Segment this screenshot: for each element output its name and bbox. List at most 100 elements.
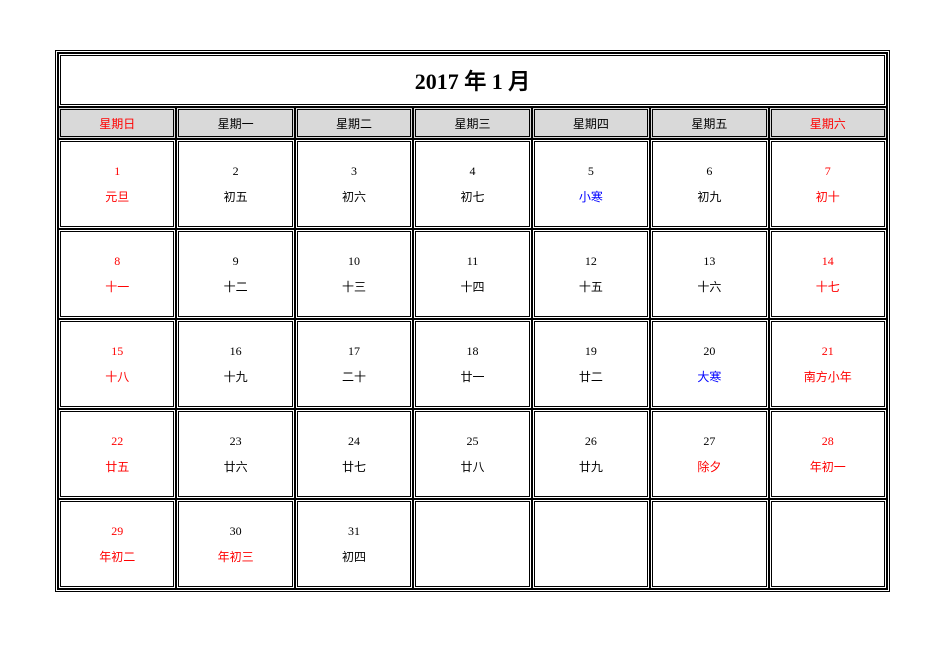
day-cell: 19 廿二	[532, 319, 650, 409]
day-cell: 7 初十	[769, 139, 887, 229]
day-subtext: 廿一	[460, 371, 484, 383]
day-cell: 21 南方小年	[769, 319, 887, 409]
calendar-page: 2017 年 1 月 星期日 星期一 星期二 星期三 星期四 星期五 星期六 1…	[0, 0, 945, 669]
title-row: 2017 年 1 月	[58, 53, 887, 107]
day-cell: 18 廿一	[413, 319, 531, 409]
day-number: 27	[703, 435, 715, 447]
day-subtext: 十九	[224, 371, 248, 383]
day-number: 19	[585, 345, 597, 357]
day-cell: 4 初七	[413, 139, 531, 229]
day-subtext: 廿七	[342, 461, 366, 473]
day-number: 2	[233, 165, 239, 177]
day-subtext: 十四	[460, 281, 484, 293]
day-number: 7	[825, 165, 831, 177]
day-number: 4	[469, 165, 475, 177]
day-cell: 22 廿五	[58, 409, 176, 499]
day-subtext: 年初二	[99, 551, 135, 563]
day-number: 17	[348, 345, 360, 357]
day-cell: 1 元旦	[58, 139, 176, 229]
day-number: 8	[114, 255, 120, 267]
day-cell	[769, 499, 887, 589]
day-subtext: 十二	[224, 281, 248, 293]
day-cell: 9 十二	[176, 229, 294, 319]
day-number: 1	[114, 165, 120, 177]
day-cell: 23 廿六	[176, 409, 294, 499]
day-number: 3	[351, 165, 357, 177]
day-number: 11	[467, 255, 479, 267]
day-subtext: 十三	[342, 281, 366, 293]
day-number: 16	[230, 345, 242, 357]
day-cell: 6 初九	[650, 139, 768, 229]
day-number: 18	[466, 345, 478, 357]
day-subtext: 十七	[816, 281, 840, 293]
day-cell: 8 十一	[58, 229, 176, 319]
day-subtext: 初九	[697, 191, 721, 203]
day-number: 24	[348, 435, 360, 447]
day-cell: 25 廿八	[413, 409, 531, 499]
day-number: 9	[233, 255, 239, 267]
day-number: 13	[703, 255, 715, 267]
day-cell	[413, 499, 531, 589]
day-cell: 2 初五	[176, 139, 294, 229]
day-cell: 14 十七	[769, 229, 887, 319]
day-subtext: 初五	[224, 191, 248, 203]
calendar-table: 2017 年 1 月 星期日 星期一 星期二 星期三 星期四 星期五 星期六 1…	[55, 50, 890, 592]
day-number: 29	[111, 525, 123, 537]
week-row: 1 元旦 2 初五 3 初六 4 初七 5 小寒 6 初九 7 初十	[58, 139, 887, 229]
day-number: 12	[585, 255, 597, 267]
day-number: 15	[111, 345, 123, 357]
day-cell: 15 十八	[58, 319, 176, 409]
weekday-thu: 星期四	[532, 107, 650, 139]
day-number: 26	[585, 435, 597, 447]
day-cell: 12 十五	[532, 229, 650, 319]
week-row: 8 十一 9 十二 10 十三 11 十四 12 十五 13 十六 14 十七	[58, 229, 887, 319]
day-number: 21	[822, 345, 834, 357]
day-cell: 28 年初一	[769, 409, 887, 499]
day-subtext: 十六	[697, 281, 721, 293]
day-subtext: 初七	[460, 191, 484, 203]
day-subtext: 十五	[579, 281, 603, 293]
day-subtext: 小寒	[579, 191, 603, 203]
day-cell: 17 二十	[295, 319, 413, 409]
day-number: 6	[706, 165, 712, 177]
day-subtext: 廿二	[579, 371, 603, 383]
day-subtext: 廿五	[105, 461, 129, 473]
day-subtext: 廿六	[224, 461, 248, 473]
day-cell	[650, 499, 768, 589]
day-subtext: 十一	[105, 281, 129, 293]
day-subtext: 南方小年	[804, 371, 852, 383]
day-cell: 30 年初三	[176, 499, 294, 589]
week-row: 29 年初二 30 年初三 31 初四	[58, 499, 887, 589]
day-subtext: 初十	[816, 191, 840, 203]
day-subtext: 大寒	[697, 371, 721, 383]
day-cell: 10 十三	[295, 229, 413, 319]
day-cell: 29 年初二	[58, 499, 176, 589]
weekday-fri: 星期五	[650, 107, 768, 139]
day-number: 10	[348, 255, 360, 267]
day-number: 30	[230, 525, 242, 537]
day-number: 31	[348, 525, 360, 537]
day-cell: 11 十四	[413, 229, 531, 319]
day-number: 5	[588, 165, 594, 177]
weekday-row: 星期日 星期一 星期二 星期三 星期四 星期五 星期六	[58, 107, 887, 139]
day-subtext: 年初一	[810, 461, 846, 473]
week-row: 15 十八 16 十九 17 二十 18 廿一 19 廿二 20 大寒 21 南…	[58, 319, 887, 409]
weekday-tue: 星期二	[295, 107, 413, 139]
day-subtext: 元旦	[105, 191, 129, 203]
day-number: 25	[466, 435, 478, 447]
weekday-sat: 星期六	[769, 107, 887, 139]
week-row: 22 廿五 23 廿六 24 廿七 25 廿八 26 廿九 27 除夕 28 年…	[58, 409, 887, 499]
weekday-mon: 星期一	[176, 107, 294, 139]
day-number: 28	[822, 435, 834, 447]
weekday-sun: 星期日	[58, 107, 176, 139]
calendar-title: 2017 年 1 月	[58, 53, 887, 107]
day-number: 14	[822, 255, 834, 267]
day-cell: 20 大寒	[650, 319, 768, 409]
weekday-wed: 星期三	[413, 107, 531, 139]
day-subtext: 十八	[105, 371, 129, 383]
day-cell	[532, 499, 650, 589]
day-subtext: 除夕	[697, 461, 721, 473]
day-subtext: 年初三	[218, 551, 254, 563]
day-subtext: 二十	[342, 371, 366, 383]
day-cell: 3 初六	[295, 139, 413, 229]
